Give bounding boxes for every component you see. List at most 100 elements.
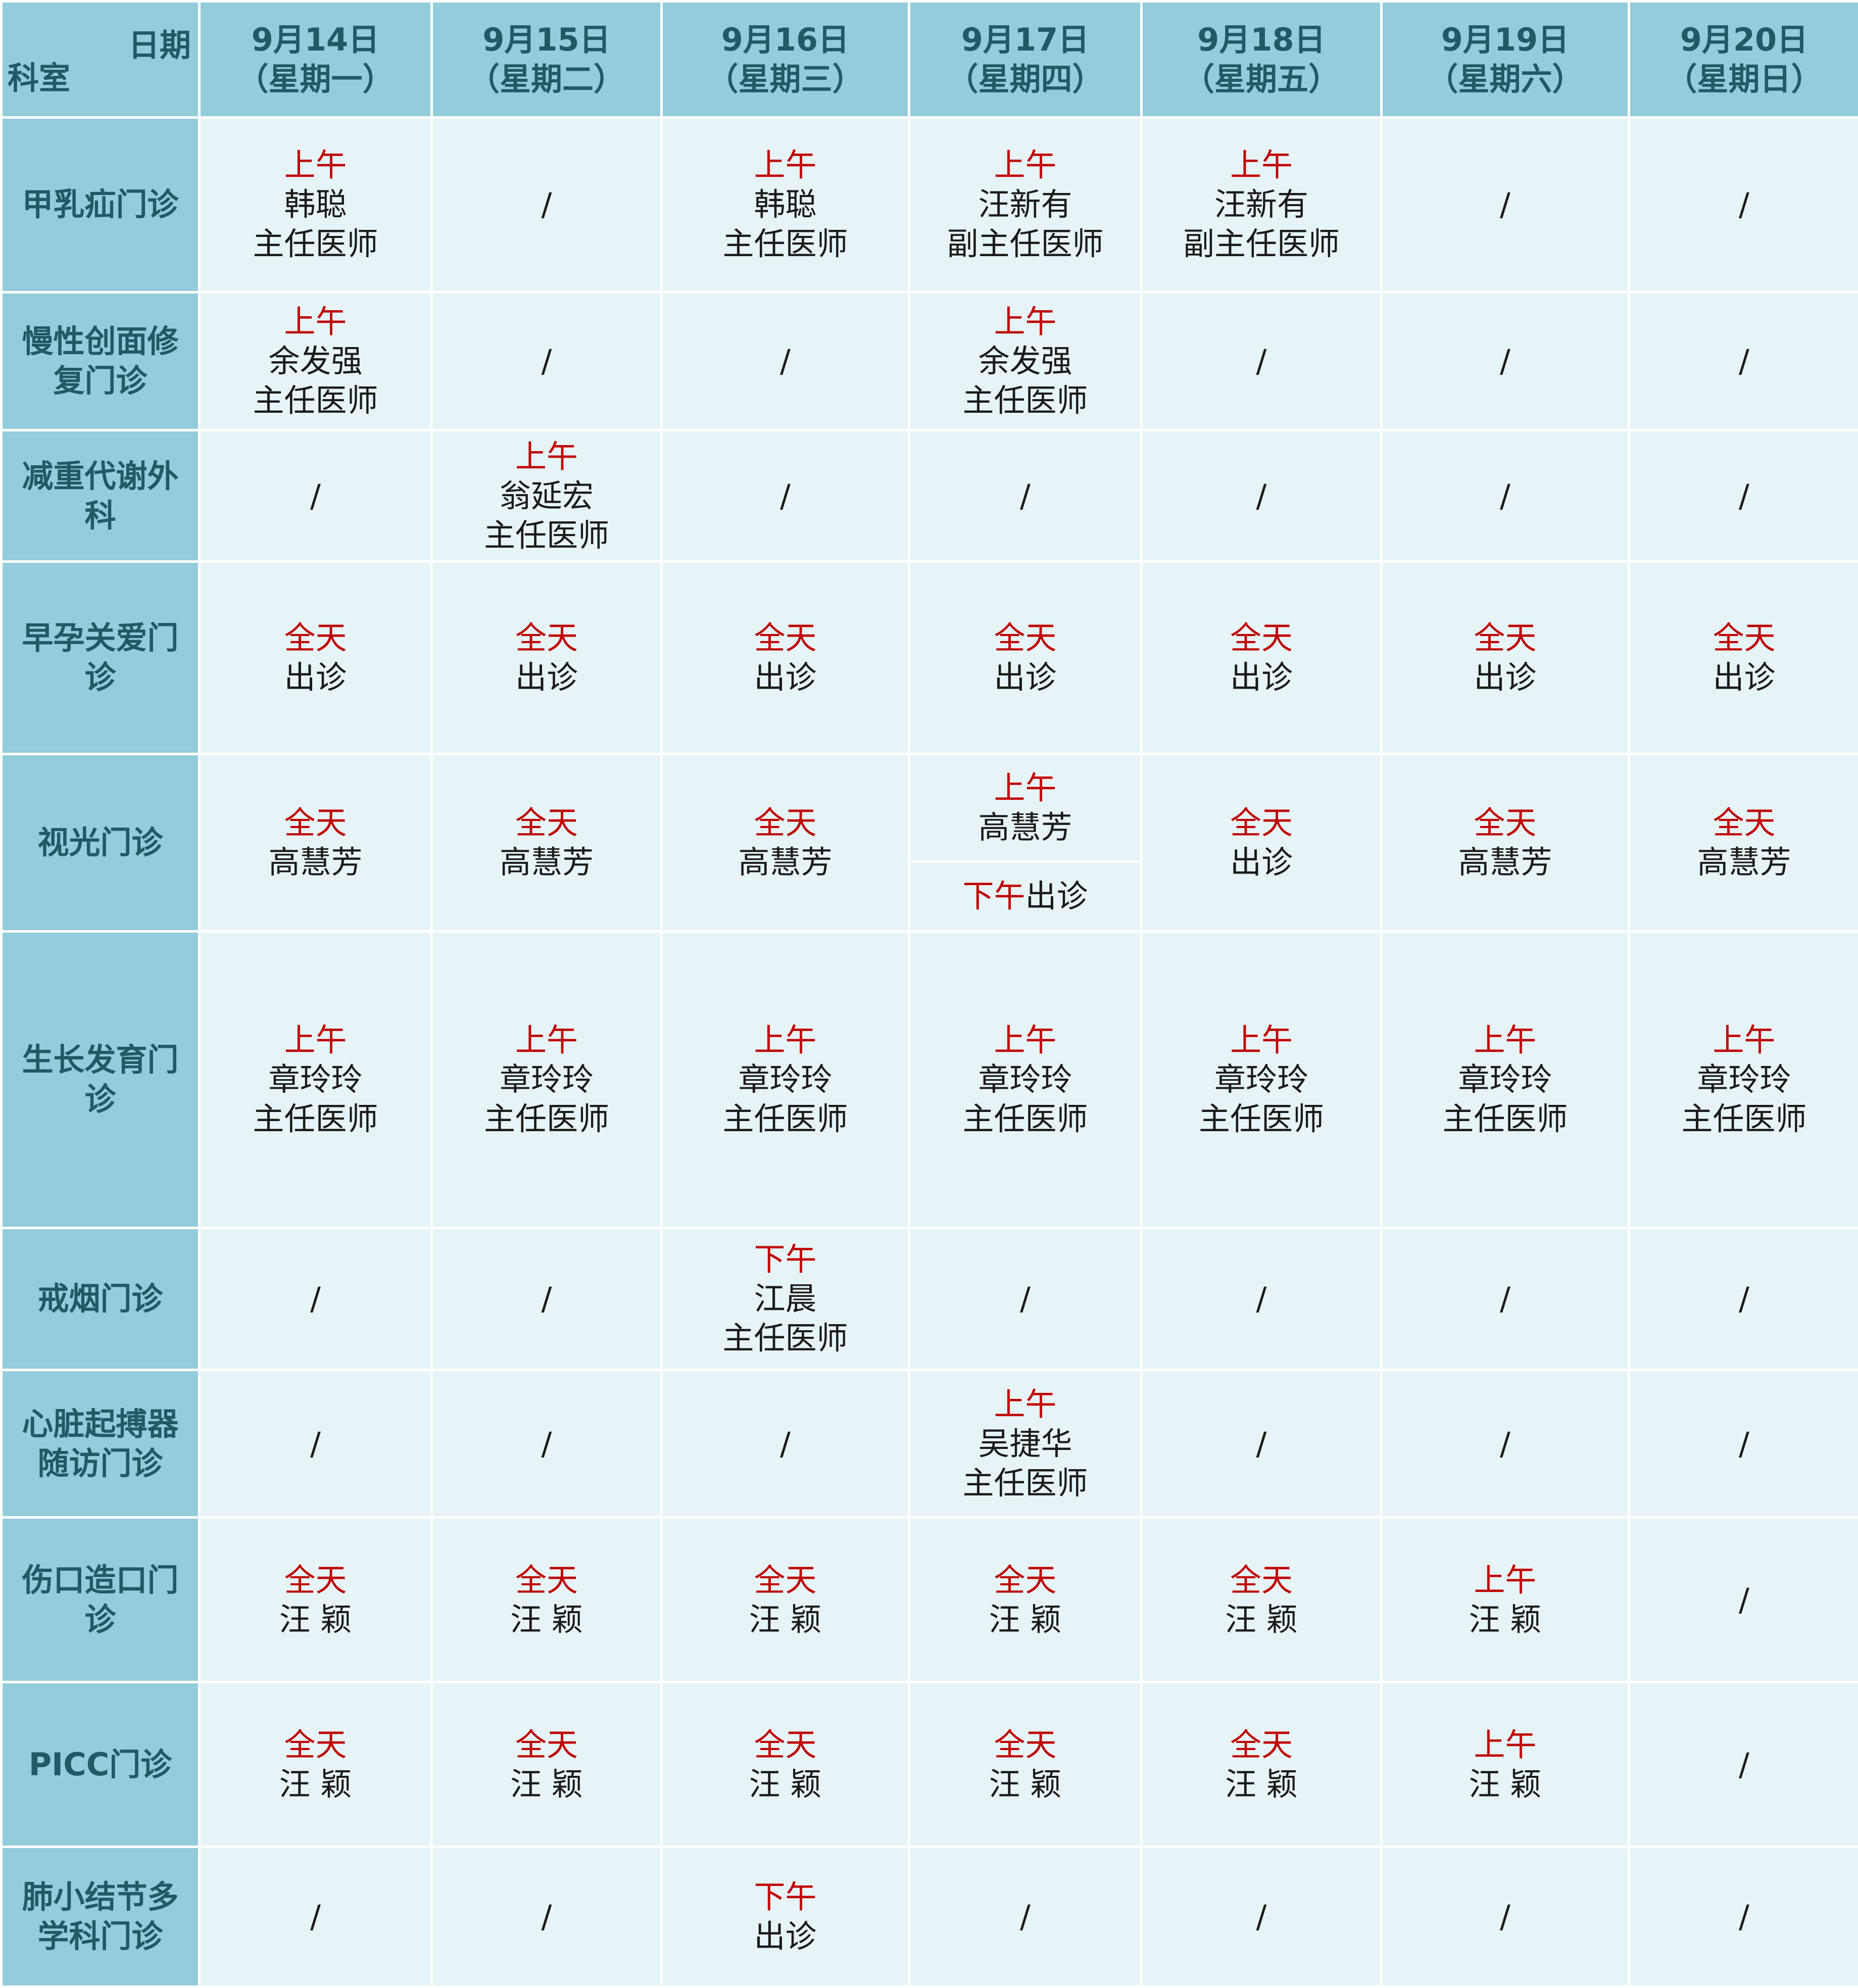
day-weekday: （星期三） (707, 60, 864, 98)
doctor-name: 汪 颖 (989, 1601, 1062, 1638)
schedule-cell: 全天 出诊 (1628, 560, 1858, 756)
no-clinic-mark: / (541, 1425, 552, 1462)
session-time: 全天 (754, 619, 817, 657)
schedule-row: PICC门诊 全天汪 颖全天汪 颖全天汪 颖全天汪 颖全天汪 颖上午汪 颖 / (0, 1681, 1858, 1849)
no-clinic-mark: / (1500, 342, 1510, 379)
day-header-5: 9月19日 （星期六） (1380, 0, 1630, 119)
schedule-cell: / (660, 290, 910, 431)
doctor-name: 汪 颖 (1225, 1765, 1298, 1803)
doctor-title: 主任医师 (962, 1464, 1088, 1501)
schedule-cell: 上午 章玲玲 主任医师 (1380, 930, 1630, 1229)
doctor-name: 汪 颖 (1469, 1765, 1542, 1803)
day-weekday: （星期二） (468, 60, 625, 98)
no-clinic-mark: / (1256, 342, 1267, 379)
session-time: 上午 (1474, 1726, 1537, 1763)
session-time: 全天 (994, 1726, 1057, 1763)
day-weekday: （星期一） (237, 60, 394, 98)
department-cell: 心脏起搏器 随访门诊 (0, 1368, 201, 1519)
department-name: 戒烟门诊 (37, 1280, 163, 1317)
no-clinic-mark: / (780, 342, 791, 379)
doctor-name: 出诊 (284, 659, 347, 696)
day-date: 9月20日 (1680, 21, 1808, 58)
doctor-name: 汪 颖 (510, 1601, 583, 1638)
afternoon-slot: 下午出诊 (910, 863, 1140, 931)
schedule-cell: 上午 余发强 主任医师 (908, 290, 1143, 431)
session-time: 全天 (284, 1726, 347, 1763)
doctor-name: 出诊 (754, 659, 817, 696)
day-weekday: （星期六） (1427, 60, 1584, 98)
no-clinic-mark: / (780, 1425, 791, 1462)
schedule-cell: 上午 章玲玲 主任医师 (198, 930, 433, 1229)
schedule-cell: 全天 出诊 (1140, 560, 1383, 756)
session-time: 上午 (284, 147, 347, 184)
no-clinic-mark: / (1256, 1898, 1267, 1935)
doctor-title: 主任医师 (962, 381, 1088, 419)
session-time: 上午 (284, 303, 347, 340)
no-clinic-mark: / (541, 1898, 552, 1935)
schedule-row: 戒烟门诊 / / 下午 江晨 主任医师 / / / / (0, 1226, 1858, 1371)
session-time: 下午 (962, 878, 1025, 915)
doctor-name: 出诊 (994, 659, 1057, 696)
day-date: 9月18日 (1197, 21, 1326, 58)
schedule-cell: / (1628, 1368, 1858, 1519)
schedule-row: 视光门诊 全天 高慧芳 全天 高慧芳 全天 高慧芳 上午 高慧芳 下午出诊 全天 出诊 全天 高慧芳 全天高… (0, 753, 1858, 933)
schedule-cell: 全天 出诊 (1140, 753, 1383, 933)
department-name: 慢性创面修 复门诊 (22, 322, 179, 399)
schedule-cell: 全天汪 颖 (198, 1516, 433, 1684)
doctor-name: 吴捷华 (978, 1425, 1072, 1462)
session-time: 全天 (754, 804, 817, 842)
session-time: 全天 (284, 619, 347, 657)
schedule-cell: / (660, 1368, 910, 1519)
doctor-name: 汪 颖 (510, 1765, 583, 1803)
schedule-cell: / (908, 1846, 1143, 1988)
no-clinic-mark: / (1256, 1280, 1267, 1317)
day-date: 9月15日 (482, 21, 611, 58)
schedule-cell: 上午 章玲玲 主任医师 (908, 930, 1143, 1229)
department-cell: 视光门诊 (0, 753, 201, 933)
schedule-cell: 上午 吴捷华 主任医师 (908, 1368, 1143, 1519)
schedule-cell: 上午汪 颖 (1380, 1681, 1630, 1849)
schedule-cell: 上午 章玲玲 主任医师 (430, 930, 663, 1229)
schedule-cell: 全天 出诊 (908, 560, 1143, 756)
schedule-cell: 全天汪 颖 (430, 1681, 663, 1849)
no-clinic-mark: / (1739, 1425, 1749, 1462)
session-time: 全天 (1474, 804, 1537, 842)
doctor-title: 主任医师 (1681, 1100, 1807, 1138)
schedule-cell: / (1380, 428, 1630, 563)
morning-slot: 上午 高慧芳 (910, 755, 1140, 863)
session-time: 上午 (994, 147, 1057, 184)
schedule-cell: 全天汪 颖 (660, 1681, 910, 1849)
schedule-cell: 全天汪 颖 (908, 1516, 1143, 1684)
session-time: 上午 (515, 1022, 578, 1059)
session-time: 上午 (1474, 1561, 1537, 1598)
schedule-cell: / (1140, 1226, 1383, 1371)
schedule-cell: / (1380, 1846, 1630, 1988)
session-time: 全天 (994, 1561, 1057, 1598)
department-name: 早孕关爱门诊 (22, 619, 179, 696)
schedule-cell: / (1628, 116, 1858, 294)
department-cell: 慢性创面修 复门诊 (0, 290, 201, 431)
doctor-name: 汪 颖 (279, 1601, 352, 1638)
schedule-cell: / (1140, 1846, 1383, 1988)
no-clinic-mark: / (1020, 1280, 1031, 1317)
doctor-name: 汪 颖 (1225, 1601, 1298, 1638)
schedule-cell: 全天汪 颖 (660, 1516, 910, 1684)
session-time: 上午 (994, 1385, 1057, 1423)
session-time: 全天 (1230, 804, 1293, 842)
department-cell: 生长发育门诊 (0, 930, 201, 1229)
department-cell: 肺小结节多 学科门诊 (0, 1846, 201, 1988)
session-time: 上午 (1474, 1022, 1537, 1059)
no-clinic-mark: / (1020, 1898, 1031, 1935)
schedule-row: 慢性创面修 复门诊 上午 余发强 主任医师 / / 上午 余发强 主任医师 / / / (0, 290, 1858, 431)
schedule-cell: / (1380, 1368, 1630, 1519)
schedule-cell: 全天汪 颖 (1140, 1681, 1383, 1849)
department-cell: 减重代谢外科 (0, 428, 201, 563)
session-time: 上午 (994, 303, 1057, 340)
session-time: 下午 (754, 1240, 817, 1278)
doctor-title: 副主任医师 (1183, 225, 1340, 263)
no-clinic-mark: / (1500, 1425, 1510, 1462)
corner-header: 日期 科室 (0, 0, 201, 119)
no-clinic-mark: / (310, 1280, 321, 1317)
session-time: 全天 (754, 1726, 817, 1763)
schedule-row: 早孕关爱门诊全天 出诊 全天 出诊 全天 出诊 全天 出诊 全天 出诊 全天 出诊 全天 出诊 (0, 560, 1858, 756)
